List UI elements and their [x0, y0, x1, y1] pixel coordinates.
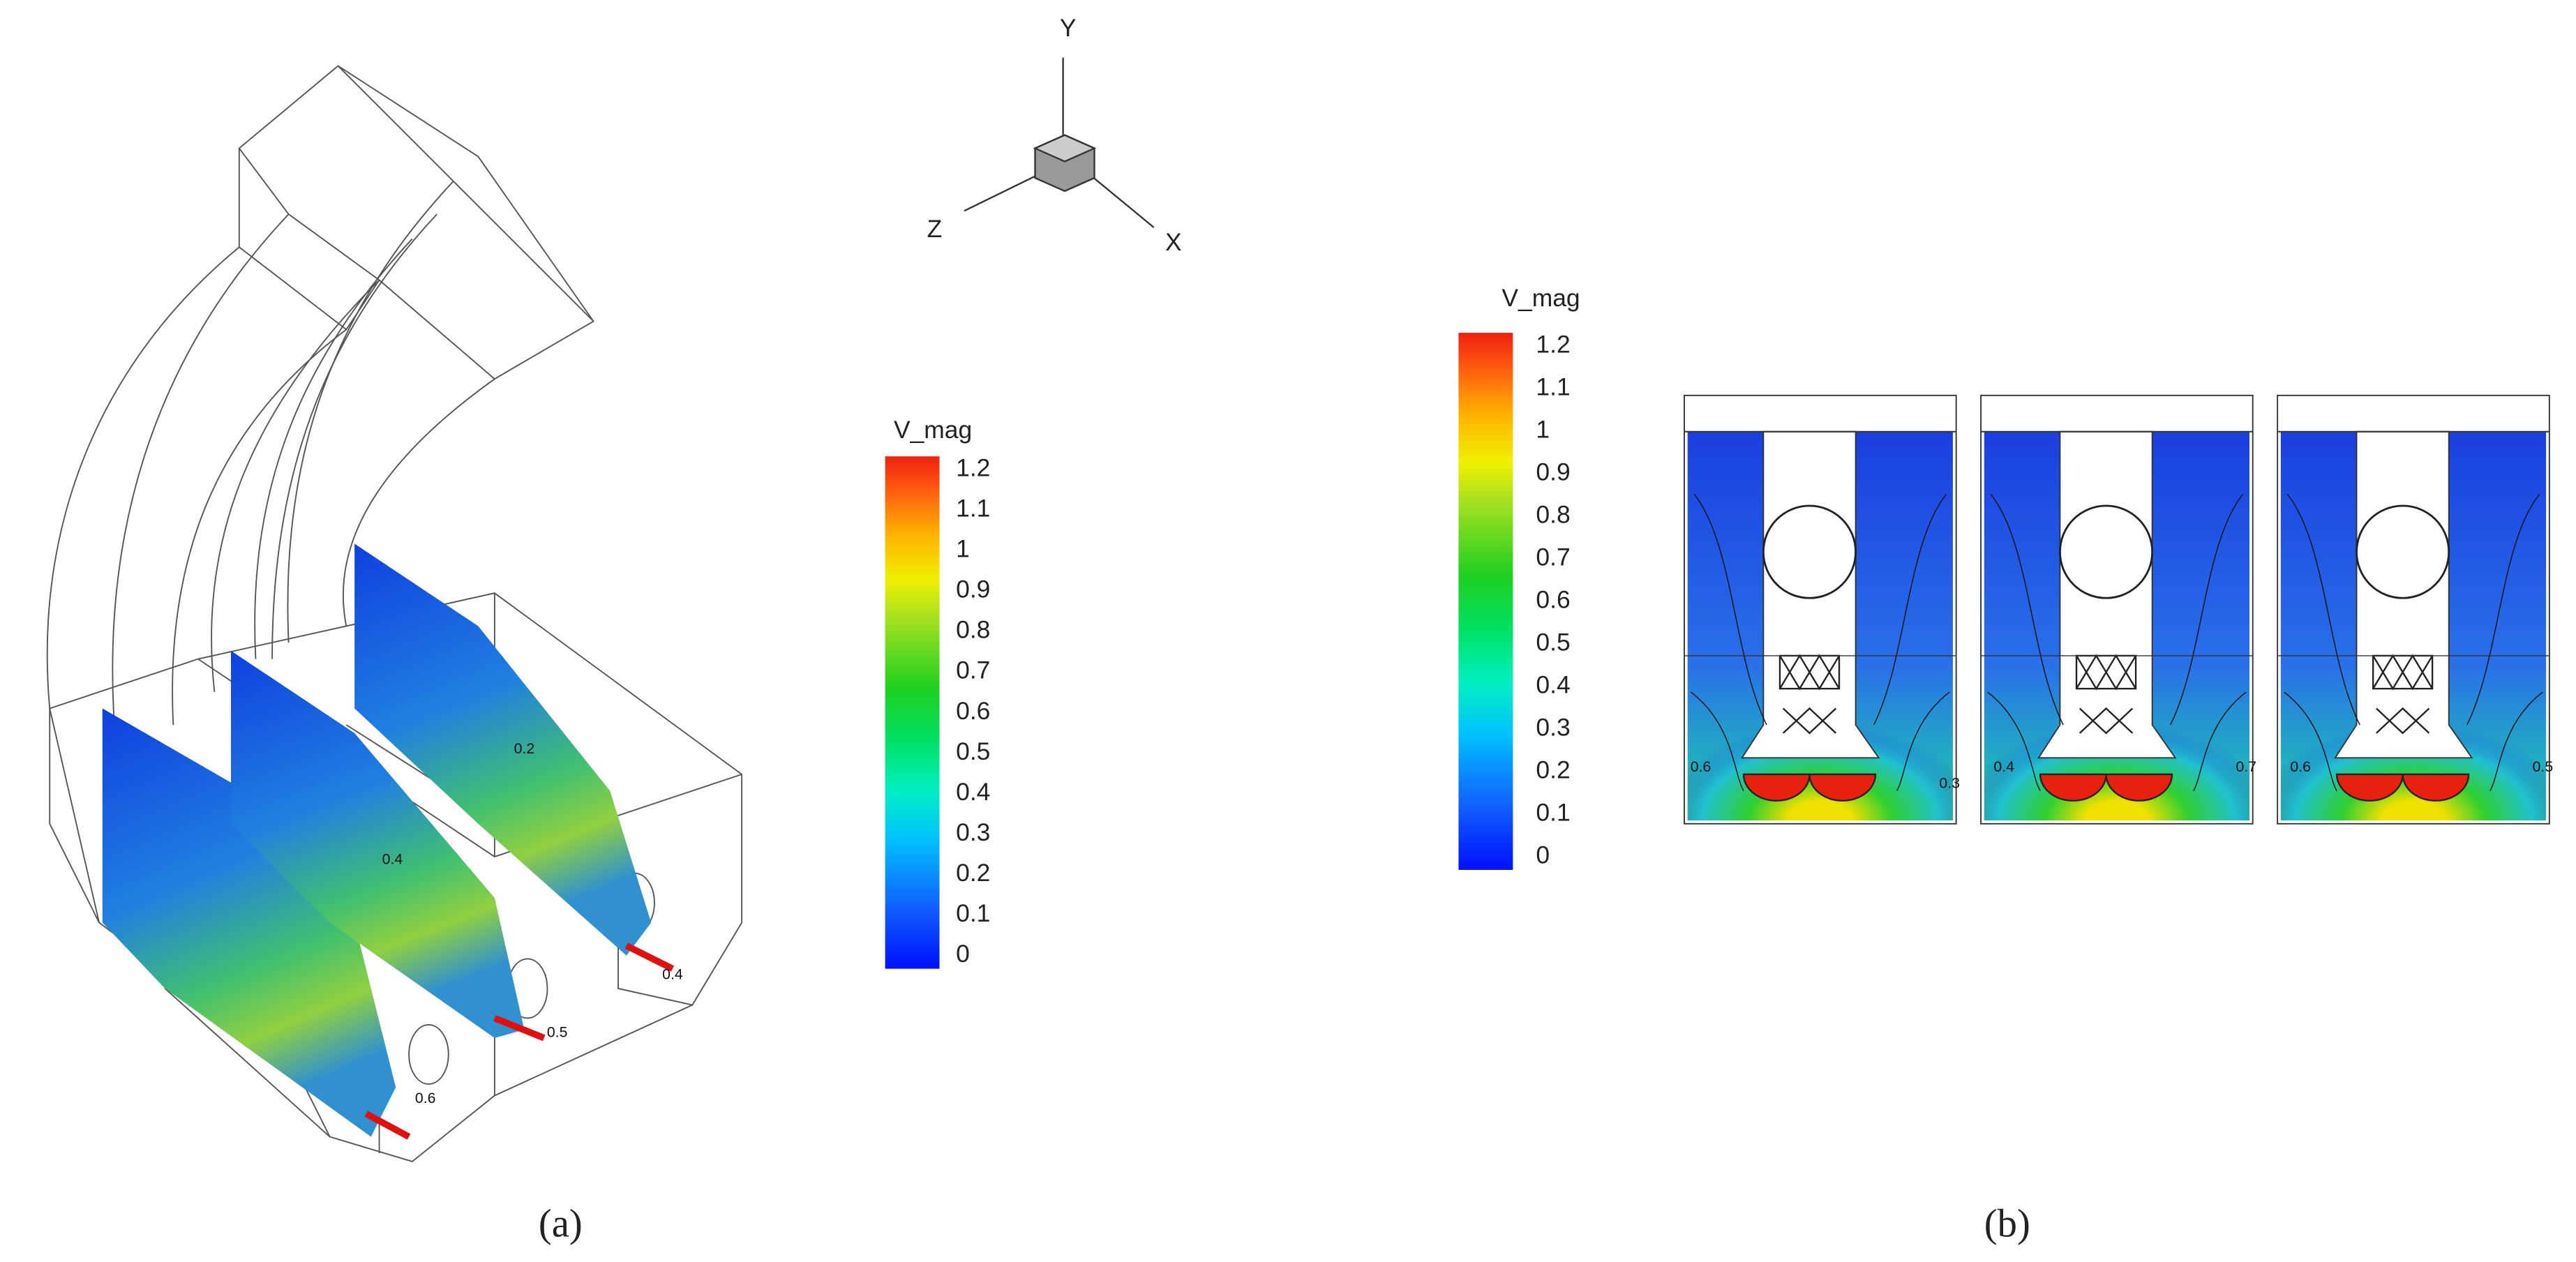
axis-label: Y	[1060, 14, 1077, 42]
colorbar-tick-label: 0.8	[1536, 500, 1570, 528]
colorbar-tick-label: 0.5	[956, 737, 990, 765]
axis-triad: Y Z X	[927, 14, 1182, 256]
contour-label: 0.6	[2290, 758, 2311, 775]
colorbar-tick-label: 0.5	[1536, 628, 1570, 656]
colorbar-title: V_mag	[894, 416, 972, 444]
colorbar-tick-label: 0.6	[1536, 585, 1570, 613]
panel-label: (b)	[1984, 1202, 2030, 1245]
labels: V_mag 0 0.1 0.2 0.3 0.4 0.5 0.6 0.7 0.8 0.9 1 1.1 1.2…	[382, 284, 2553, 1245]
colorbar-tick-label: 0.6	[956, 697, 990, 725]
colorbar-tick-label: 0.3	[956, 818, 990, 846]
colorbar-tick-label: 0.2	[1536, 756, 1570, 783]
colorbar-tick-label: 0	[956, 940, 970, 968]
mesh-lines	[1779, 654, 1840, 735]
contour-slice	[102, 708, 396, 1137]
colorbar-tick-label: 0.2	[956, 859, 990, 887]
contour-label: 0.3	[1939, 775, 1960, 792]
axis-label: X	[1165, 228, 1182, 256]
colorbar-tick-label: 1	[1536, 415, 1550, 443]
colorbar-tick-label: 0.9	[1536, 458, 1570, 486]
contour-label: 0.6	[1691, 758, 1712, 775]
pipe	[1762, 504, 1857, 599]
colorbar-tick-label: 0.1	[956, 899, 990, 927]
contour-label: 0.4	[382, 850, 403, 867]
contour-label: 0.4	[662, 966, 683, 983]
panel-a-slices	[102, 543, 675, 1140]
contour-lines	[1987, 494, 2247, 791]
colorbar-tick-label: 0.1	[1536, 798, 1570, 826]
axis-cube-top	[1033, 134, 1097, 163]
contour-label: 0.5	[2533, 758, 2554, 775]
burner	[1742, 773, 1877, 802]
colorbar	[1458, 333, 1513, 870]
colorbar-tick-label: 0.7	[956, 656, 990, 684]
colorbar-tick-label: 1	[956, 535, 970, 563]
mesh-lines	[2076, 654, 2137, 735]
panel-label: (a)	[539, 1202, 583, 1245]
axis-label: Z	[927, 215, 943, 243]
panel-b-geometry	[1684, 394, 2550, 825]
colorbar-tick-label: 1.2	[956, 453, 990, 481]
pipe	[2059, 504, 2154, 599]
colorbar-tick-label: 0.4	[1536, 670, 1570, 698]
colorbar-tick-label: 0.4	[956, 778, 990, 806]
mesh-lines	[2372, 654, 2434, 735]
contour-label: 0.7	[2236, 758, 2257, 775]
contour-label: 0.6	[415, 1090, 436, 1106]
colorbar-tick-label: 1.1	[1536, 373, 1570, 400]
axis-line	[964, 172, 1042, 212]
axis-line	[1087, 172, 1155, 228]
colorbar-title: V_mag	[1502, 284, 1580, 312]
contour-label: 0.5	[547, 1023, 568, 1040]
colorbar-tick-label: 0.7	[1536, 543, 1570, 571]
contour-slice	[354, 543, 652, 956]
colorbar-tick-label: 0	[1536, 841, 1550, 869]
jet-core	[364, 942, 675, 1140]
burner	[2039, 773, 2173, 802]
contour-label: 0.2	[514, 740, 535, 757]
colorbar-tick-label: 0.8	[956, 616, 990, 644]
contour-lines	[1690, 494, 1950, 791]
pipe	[2356, 504, 2450, 599]
colorbar-tick-label: 1.2	[1536, 330, 1570, 358]
burner	[2335, 773, 2470, 802]
colorbar-tick-label: 1.1	[956, 494, 990, 522]
contour-lines	[2284, 494, 2543, 791]
contour-label: 0.4	[1993, 758, 2014, 775]
colorbar-tick-label: 0.3	[1536, 713, 1570, 741]
contour-slice	[231, 650, 525, 1038]
colorbar	[885, 456, 940, 969]
colorbar-tick-label: 0.9	[956, 576, 990, 603]
